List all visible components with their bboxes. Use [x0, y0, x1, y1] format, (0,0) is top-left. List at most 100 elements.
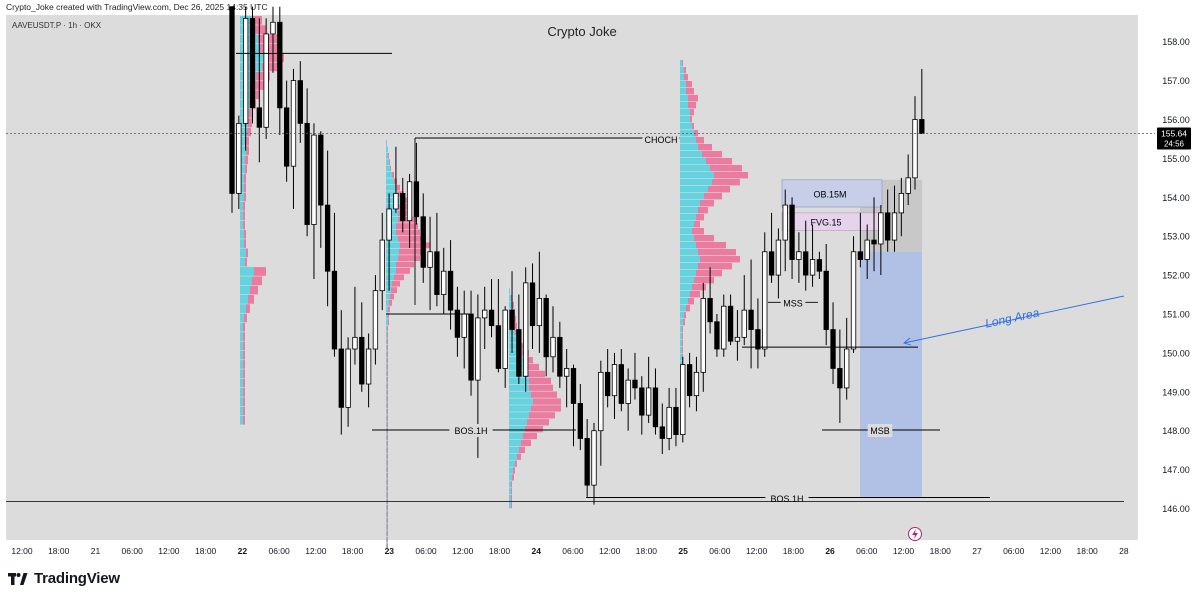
volume-profile-mid1-up-bar: [386, 466, 387, 473]
bear-candle: [857, 251, 864, 260]
volume-profile-left-up-bar: [240, 34, 258, 44]
bear-candle: [359, 336, 365, 385]
bull-candle: [243, 17, 249, 124]
mss-label-group: MSS: [780, 296, 806, 310]
bull-candle: [850, 251, 857, 350]
price-tick-label: 157.00: [1162, 76, 1190, 86]
volume-profile-left-up-bar: [240, 239, 244, 248]
volume-profile-left-down-bar: [248, 118, 252, 127]
bear-candle: [727, 305, 734, 342]
volume-profile-left-down-bar: [264, 53, 284, 62]
volume-profile-right-down-bar: [706, 158, 732, 165]
bear-candle: [509, 309, 515, 330]
volume-profile-mid1-down-bar: [388, 319, 389, 325]
volume-profile-left-up-bar: [240, 406, 243, 416]
bear-candle: [516, 329, 522, 377]
volume-profile-mid2-up-bar: [509, 350, 521, 357]
time-tick-label: 22: [238, 546, 248, 556]
volume-profile-mid1-up-bar: [386, 332, 387, 338]
volume-profile-left-up-bar: [240, 295, 248, 304]
time-tick-label: 06:00: [415, 546, 437, 556]
volume-profile-mid1-up-bar: [386, 319, 388, 325]
volume-profile-mid1-down-bar: [396, 261, 414, 268]
bear-candle: [673, 406, 679, 435]
bear-candle: [495, 325, 502, 369]
bear-candle: [885, 212, 891, 241]
volume-profile-mid1-down-bar: [387, 543, 388, 549]
bull-candle: [564, 368, 570, 377]
volume-profile-right-down-bar: [686, 305, 690, 312]
bull-candle: [878, 212, 884, 245]
bear-candle: [584, 438, 590, 486]
volume-profile-right-up-bar: [680, 88, 686, 95]
volume-profile-right-up-bar: [680, 200, 700, 207]
tradingview-logo-icon: [8, 572, 28, 585]
bull-candle: [598, 371, 604, 432]
volume-profile-right-up-bar: [680, 137, 696, 144]
volume-profile-left-up-bar: [240, 229, 244, 239]
price-tick-label: 154.00: [1162, 193, 1190, 203]
bear-candle: [420, 216, 426, 268]
volume-profile-left-down-bar: [249, 109, 253, 118]
volume-profile-right-down-bar: [682, 60, 683, 67]
brand-name: TradingView: [34, 570, 120, 587]
time-tick-label: 06:00: [856, 546, 878, 556]
bear-candle: [331, 270, 338, 350]
bull-candle: [898, 193, 904, 214]
candlestick-chart[interactable]: Crypto Joke AAVEUSDT.P · 1h · OKX OB.15M FV…: [0, 0, 1200, 565]
volume-profile-mid2-down-bar: [512, 301, 514, 309]
volume-profile-left-up-bar: [240, 350, 243, 360]
volume-profile-left-up-bar: [240, 155, 245, 165]
bear-candle: [605, 371, 611, 397]
volume-profile-left-up-bar: [240, 164, 245, 174]
bear-candle: [297, 80, 303, 124]
volume-profile-mid1-up-bar: [386, 165, 390, 172]
volume-profile-mid1-down-bar: [387, 453, 388, 460]
bear-candle: [618, 364, 624, 404]
volume-profile-mid1-up-bar: [386, 536, 387, 543]
volume-profile-right-up-bar: [680, 256, 700, 263]
volume-profile-mid2-down-bar: [513, 467, 515, 474]
volume-profile-right-up-bar: [680, 123, 692, 130]
bear-candle: [324, 204, 331, 272]
bull-candle: [461, 313, 467, 338]
volume-profile-mid1-down-bar: [388, 152, 389, 159]
volume-profile-mid1-up-bar: [386, 204, 399, 210]
volume-profile-right-down-bar: [698, 144, 712, 151]
bear-candle: [434, 251, 440, 295]
volume-profile-left-down-bar: [254, 25, 266, 34]
volume-profile-mid1-down-bar: [387, 428, 388, 434]
time-tick-label: 12:00: [599, 546, 621, 556]
volume-profile-left-up-bar: [240, 174, 244, 183]
symbol-info: AAVEUSDT.P · 1h · OKX: [12, 21, 102, 30]
volume-profile-mid1-up-bar: [386, 184, 396, 191]
volume-profile-mid1-up-bar: [386, 460, 387, 466]
volume-profile-mid1-down-bar: [389, 159, 390, 165]
msb-label: MSB: [870, 426, 890, 436]
volume-profile-left-down-bar: [244, 174, 246, 183]
bull-candle: [891, 212, 898, 241]
volume-profile-left-up-bar: [240, 332, 243, 341]
volume-profile-left-down-bar: [243, 378, 245, 388]
volume-profile-mid1-down-bar: [388, 306, 390, 313]
volume-profile-right-up-bar: [680, 277, 694, 284]
volume-profile-mid1-up-bar: [386, 479, 387, 485]
tradingview-brand[interactable]: TradingView: [8, 570, 120, 587]
volume-profile-mid2-up-bar: [509, 391, 531, 398]
bear-candle: [488, 309, 495, 327]
bear-candle: [789, 204, 795, 260]
bear-candle: [639, 387, 645, 416]
volume-profile-mid1-down-bar: [387, 370, 388, 377]
bull-candle: [680, 364, 686, 435]
volume-profile-mid2-up-bar: [509, 474, 512, 481]
time-tick-label: 26: [825, 546, 835, 556]
volume-profile-right-down-bar: [686, 81, 692, 88]
time-tick-label: 18:00: [930, 546, 952, 556]
volume-profile-mid1-up-bar: [386, 191, 398, 197]
volume-profile-mid1-up-bar: [386, 485, 387, 492]
bull-candle: [345, 348, 351, 408]
fvg-15-label-group: FVG.15: [810, 218, 841, 228]
volume-profile-right-down-bar: [682, 326, 683, 333]
volume-profile-mid1-down-bar: [387, 408, 388, 415]
price-tick-label: 151.00: [1162, 310, 1190, 320]
